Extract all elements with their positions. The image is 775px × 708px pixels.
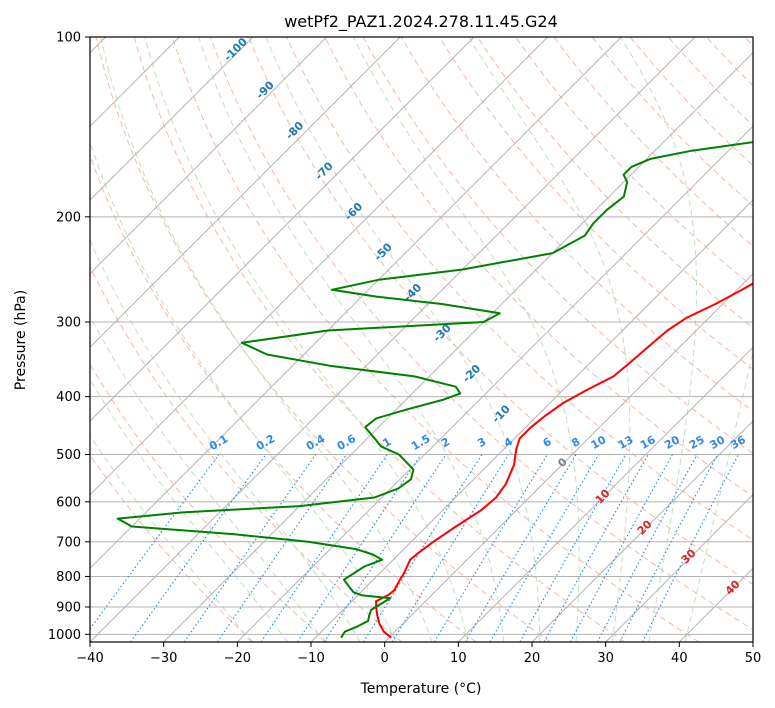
temperature-profile-line — [375, 282, 753, 639]
isotherm-line — [90, 37, 401, 349]
dry-adiabat-line — [438, 37, 753, 370]
x-tick-label: 30 — [597, 651, 614, 666]
x-tick-label: −30 — [150, 651, 177, 666]
moist-adiabat-line — [353, 37, 580, 642]
x-tick-label: 50 — [745, 651, 762, 666]
isotherm-line — [310, 199, 753, 642]
dry-adiabat-line — [90, 154, 477, 642]
moist-adiabat-line — [90, 378, 289, 642]
moist-adiabat-line — [620, 37, 697, 642]
mixing-ratio-line — [323, 454, 447, 642]
isotherm-line — [90, 37, 696, 642]
mixing-ratio-line — [569, 454, 673, 642]
mixing-ratio-line — [519, 454, 627, 642]
mixing-ratio-line — [90, 454, 220, 630]
dry-adiabat-line — [515, 37, 753, 288]
mixing-ratio-line — [297, 454, 422, 642]
y-tick-label: 300 — [56, 315, 81, 330]
dry-adiabat-line — [400, 37, 753, 412]
isotherm-line — [457, 346, 753, 642]
y-tick-label: 100 — [56, 31, 81, 46]
dry-adiabat-line — [95, 37, 551, 642]
moist-adiabat-line — [468, 37, 631, 642]
dry-adiabat-line — [210, 37, 753, 631]
mixing-ratio-line — [433, 454, 548, 642]
dry-adiabat-line — [362, 37, 753, 455]
moist-adiabat-line — [265, 37, 541, 642]
isotherm-line — [90, 37, 328, 275]
x-tick-label: −10 — [297, 651, 324, 666]
y-tick-label: 1000 — [48, 628, 81, 643]
x-axis-title: Temperature (°C) — [360, 681, 482, 697]
moist-adiabat-line — [100, 37, 433, 642]
mixing-ratio-line — [464, 454, 577, 642]
profile-series — [116, 141, 753, 639]
mixing-ratio-line — [183, 454, 317, 642]
x-tick-label: 0 — [381, 651, 389, 666]
plot-frame — [89, 36, 754, 643]
background-grid — [90, 37, 753, 642]
mixing-ratio-line — [596, 454, 698, 642]
dry-adiabat-line — [133, 37, 625, 642]
dry-adiabat-line — [477, 37, 753, 329]
dry-adiabat-line — [248, 37, 753, 586]
moist-adiabat-line — [90, 434, 252, 642]
moist-adiabat-line — [198, 37, 505, 642]
isotherm-line — [531, 420, 753, 642]
dry-adiabat-line — [90, 363, 328, 642]
moist-adiabat-line — [90, 239, 361, 642]
x-tick-label: 20 — [524, 651, 541, 666]
moist-adiabat-line — [90, 314, 325, 642]
mixing-ratio-line — [130, 454, 267, 642]
mixing-ratio-line — [260, 454, 388, 642]
mixing-ratio-line — [216, 454, 348, 642]
y-tick-label: 200 — [56, 210, 81, 225]
isotherm-line — [90, 37, 622, 570]
plot-area: -100-90-80-70-60-50-40-30-20-100.1 0.2 0.4… — [90, 37, 753, 642]
isotherm-line — [90, 37, 475, 422]
chart-title: wetPf2_PAZ1.2024.278.11.45.G24 — [284, 12, 558, 32]
isotherm-line — [90, 37, 549, 496]
moist-adiabat-line — [144, 37, 469, 642]
mixing-ratio-line — [489, 454, 600, 642]
y-tick-label: 600 — [56, 495, 81, 510]
y-tick-label: 500 — [56, 448, 81, 463]
dry-adiabat-line — [286, 37, 753, 541]
isotherm-line — [163, 51, 753, 642]
x-tick-label: −40 — [76, 651, 103, 666]
dry-adiabat-line — [324, 37, 753, 498]
x-tick-label: −20 — [224, 651, 251, 666]
isotherm-line — [90, 37, 254, 201]
y-tick-label: 700 — [56, 535, 81, 550]
y-axis-title: Pressure (hPa) — [13, 290, 29, 390]
dry-adiabat-line — [90, 453, 254, 642]
isotherm-line — [236, 125, 753, 642]
y-tick-label: 800 — [56, 570, 81, 585]
axes: −40 −30 −20 −10 0 10 20 30 40 50 1000 900 800 700 600 5… — [48, 31, 761, 667]
isotherm-line — [605, 493, 753, 642]
x-tick-label: 10 — [450, 651, 467, 666]
y-tick-label: 400 — [56, 390, 81, 405]
y-tick-label: 900 — [56, 600, 81, 615]
moist-adiabat-line — [684, 348, 753, 642]
dry-adiabat-line — [171, 37, 700, 642]
dewpoint-profile-line — [116, 141, 753, 639]
dry-adiabat-line — [90, 265, 403, 642]
isotherm-line — [384, 272, 753, 642]
x-tick-label: 40 — [671, 651, 688, 666]
